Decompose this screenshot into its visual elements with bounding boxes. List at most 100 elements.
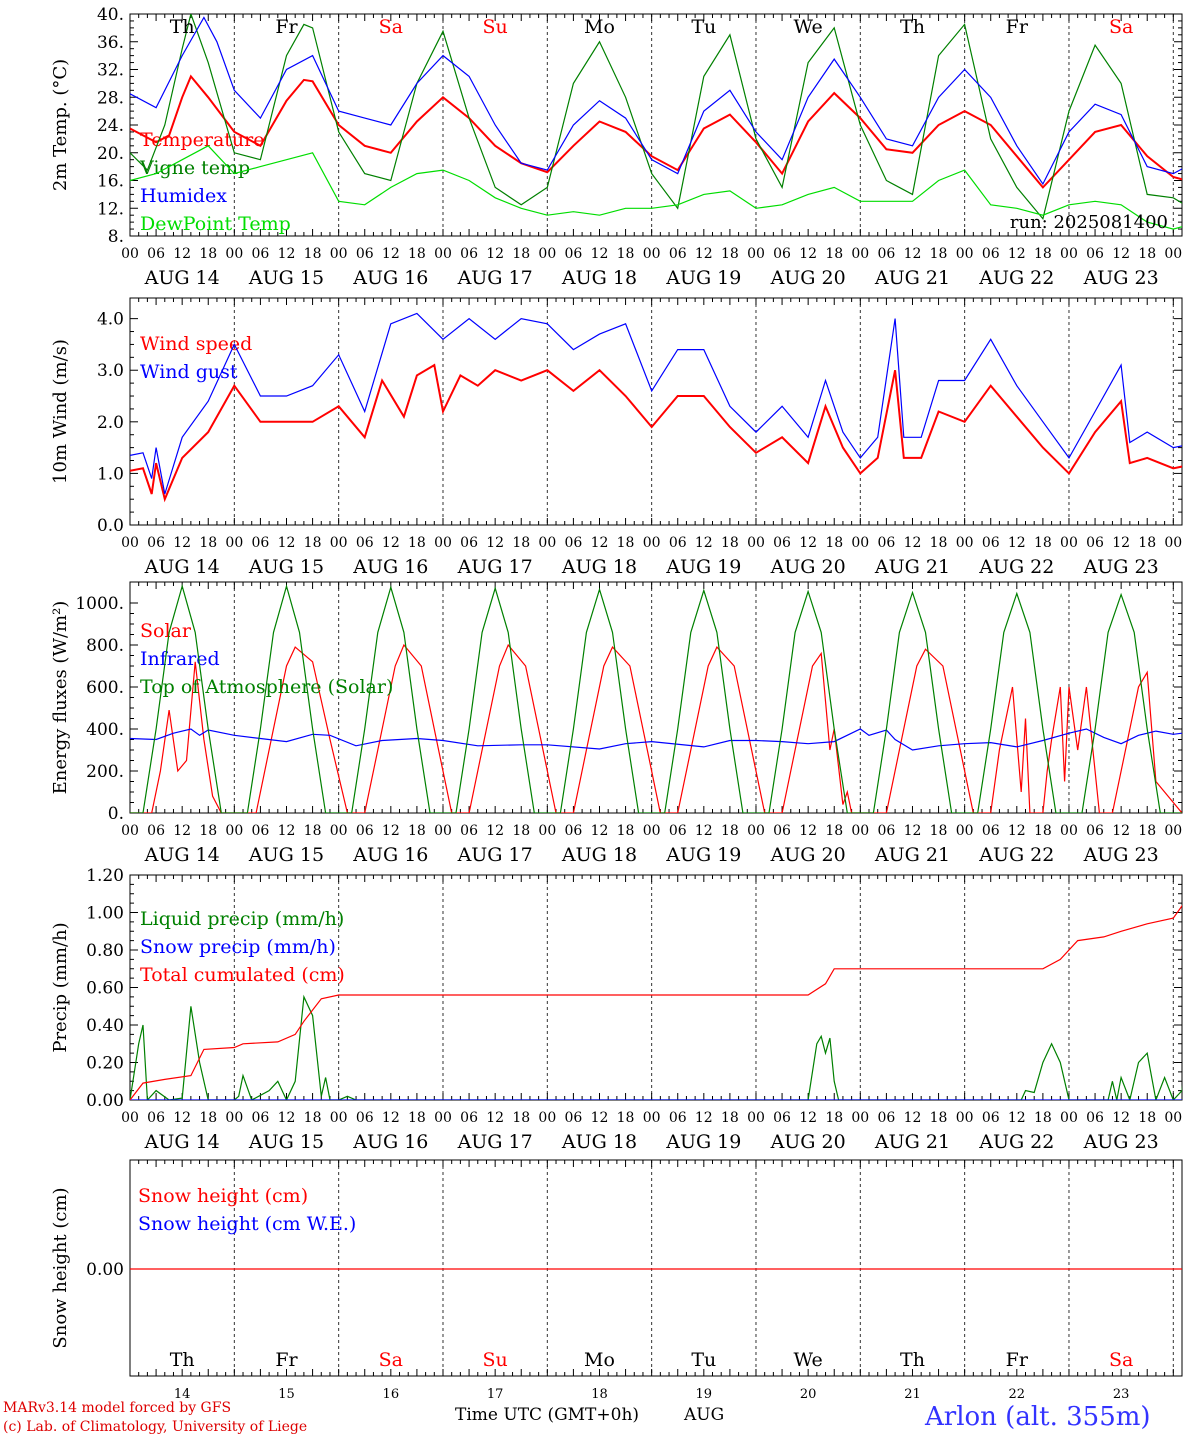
hour-label: 06 <box>356 823 374 839</box>
model-credit: MARv3.14 model forced by GFS <box>3 1400 232 1416</box>
hour-label: 00 <box>330 823 348 839</box>
date-label: AUG 18 <box>561 844 637 866</box>
hour-label: 12 <box>1112 535 1130 551</box>
hour-label: 18 <box>825 1110 843 1126</box>
date-label: AUG 14 <box>144 844 220 866</box>
hour-label: 18 <box>408 823 426 839</box>
series-line-vigne-temp <box>130 14 1182 220</box>
hour-label: 00 <box>956 823 974 839</box>
plot-frame <box>129 1159 1183 1377</box>
y-tick-label: 8. <box>108 227 124 247</box>
hour-label: 00 <box>121 823 139 839</box>
hour-label: 12 <box>173 823 191 839</box>
hour-label: 12 <box>173 535 191 551</box>
hour-label: 00 <box>121 1110 139 1126</box>
hour-label: 12 <box>799 246 817 262</box>
hour-label: 06 <box>356 535 374 551</box>
hour-label: 06 <box>251 823 269 839</box>
hour-label: 00 <box>851 246 869 262</box>
date-label: AUG 23 <box>1083 1131 1159 1153</box>
hour-label: 18 <box>512 823 530 839</box>
legend-entry: Temperature <box>140 129 264 151</box>
hour-label: 18 <box>199 246 217 262</box>
legend-entry: Wind gust <box>140 361 238 383</box>
hour-label: 12 <box>486 823 504 839</box>
date-label: AUG 17 <box>457 844 533 866</box>
hour-label: 12 <box>591 823 609 839</box>
date-label: AUG 14 <box>144 556 220 578</box>
series-line-wind-gust <box>130 312 1182 495</box>
hour-label: 00 <box>851 1110 869 1126</box>
xaxis-title: Time UTC (GMT+0h) <box>455 1405 640 1425</box>
hour-label: 06 <box>669 823 687 839</box>
hour-label: 06 <box>669 246 687 262</box>
weekday-label: Tu <box>691 16 716 38</box>
y-tick-label: 0.60 <box>86 979 124 999</box>
plot-frame <box>129 297 1183 526</box>
hour-label: 18 <box>199 1110 217 1126</box>
y-tick-label: 1.00 <box>86 904 124 924</box>
hour-label: 00 <box>747 535 765 551</box>
hour-label: 12 <box>799 823 817 839</box>
legend-entry: Humidex <box>140 185 227 207</box>
hour-label: 06 <box>877 823 895 839</box>
hour-label: 00 <box>538 246 556 262</box>
hour-label: 00 <box>1164 1110 1182 1126</box>
panel-4: 0.00 0.20 0.40 0.60 0.80 1.00 1.20 Precip (mm/h… <box>50 866 1183 1153</box>
hour-label: 00 <box>434 246 452 262</box>
day-number: 21 <box>904 1387 921 1402</box>
hour-label: 18 <box>721 1110 739 1126</box>
hour-label: 00 <box>1164 823 1182 839</box>
date-label: AUG 19 <box>665 844 741 866</box>
hour-label: 12 <box>1008 246 1026 262</box>
hour-label: 00 <box>538 535 556 551</box>
legend-entry: DewPoint Temp <box>140 213 291 235</box>
hour-label: 18 <box>825 823 843 839</box>
y-tick-label: 1.20 <box>86 866 124 886</box>
hour-label: 00 <box>643 1110 661 1126</box>
hour-label: 12 <box>1112 246 1130 262</box>
weekday-label: Mo <box>584 16 615 38</box>
hour-label: 18 <box>825 246 843 262</box>
hour-label: 06 <box>251 535 269 551</box>
y-tick-label: 0.00 <box>86 1091 124 1111</box>
hour-label: 12 <box>904 823 922 839</box>
hour-label: 12 <box>1112 823 1130 839</box>
weekday-label: Tu <box>691 1349 716 1371</box>
hour-label: 06 <box>877 246 895 262</box>
hour-label: 00 <box>1060 535 1078 551</box>
hour-label: 00 <box>1060 1110 1078 1126</box>
y-tick-label: 800. <box>86 636 124 656</box>
hour-label: 06 <box>773 823 791 839</box>
hour-label: 12 <box>591 246 609 262</box>
series-line-liquid-precip-mm-h- <box>130 994 1182 1100</box>
date-label: AUG 18 <box>561 267 637 289</box>
weekday-label: Sa <box>1109 1349 1133 1371</box>
hour-label: 12 <box>904 535 922 551</box>
hour-label: 18 <box>617 246 635 262</box>
day-number: 15 <box>278 1387 295 1402</box>
hour-label: 12 <box>1008 1110 1026 1126</box>
hour-label: 18 <box>408 246 426 262</box>
xaxis-month: AUG <box>684 1405 725 1425</box>
y-tick-label: 0. <box>108 804 124 824</box>
hour-label: 12 <box>904 246 922 262</box>
date-label: AUG 21 <box>874 556 950 578</box>
y-tick-label: 400. <box>86 720 124 740</box>
y-tick-label: 0.20 <box>86 1054 124 1074</box>
hour-label: 06 <box>147 823 165 839</box>
hour-label: 12 <box>486 246 504 262</box>
hour-label: 00 <box>643 535 661 551</box>
date-label: AUG 16 <box>352 556 428 578</box>
series-line-humidex <box>130 16 1182 186</box>
date-label: AUG 14 <box>144 1131 220 1153</box>
day-number: 23 <box>1113 1387 1130 1402</box>
hour-label: 00 <box>225 246 243 262</box>
hour-label: 12 <box>695 1110 713 1126</box>
hour-label: 00 <box>225 823 243 839</box>
weekday-label: Sa <box>379 1349 403 1371</box>
date-label: AUG 16 <box>352 1131 428 1153</box>
hour-label: 12 <box>1112 1110 1130 1126</box>
hour-label: 12 <box>695 823 713 839</box>
